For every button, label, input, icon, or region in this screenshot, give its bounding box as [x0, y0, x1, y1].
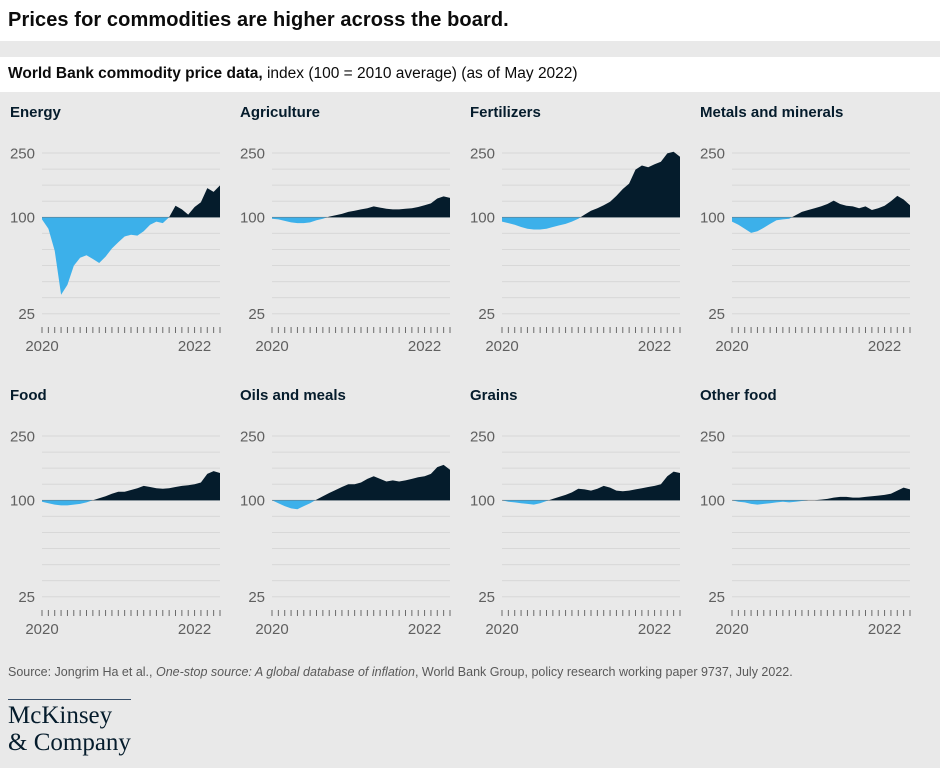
x-axis-label: 2020 [485, 338, 518, 355]
subtitle-bar: World Bank commodity price data, index (… [0, 57, 940, 92]
chart-panel: Grains 25 100 250 2020 2022 [468, 387, 686, 650]
chart-panel: Fertilizers 25 100 250 2020 2022 [468, 104, 686, 367]
chart-title: Oils and meals [240, 387, 346, 404]
y-axis-label: 25 [248, 589, 265, 606]
subtitle-bold: World Bank commodity price data, [8, 65, 263, 82]
charts-grid: Energy 25 100 250 2020 2022 Agriculture 25 100 25… [0, 92, 940, 650]
logo-line2: & Company [8, 728, 131, 756]
chart-title: Fertilizers [470, 104, 541, 121]
chart-panel: Energy 25 100 250 2020 2022 [8, 104, 226, 367]
y-axis-label: 25 [478, 589, 495, 606]
chart-panel: Food 25 100 250 2020 2022 [8, 387, 226, 650]
x-axis-label: 2022 [408, 338, 441, 355]
source-italic-title: One-stop source: A global database of in… [155, 665, 415, 679]
source-suffix: , World Bank Group, policy research work… [414, 665, 793, 679]
y-axis-label: 25 [248, 306, 265, 323]
x-axis-label: 2020 [485, 621, 518, 638]
area-chart-svg: 25 100 250 2020 2022 [700, 428, 911, 638]
x-axis-label: 2022 [638, 621, 671, 638]
chart-panel: Metals and minerals 25 100 250 2020 2022 [698, 104, 916, 367]
area-chart-svg: 25 100 250 2020 2022 [240, 145, 451, 355]
y-axis-label: 250 [10, 428, 35, 445]
y-axis-label: 100 [240, 492, 265, 509]
source-line: Source: Jongrim Ha et al., One-stop sour… [0, 650, 940, 679]
y-axis-label: 250 [240, 145, 265, 162]
y-axis-label: 25 [478, 306, 495, 323]
chart-title: Agriculture [240, 104, 321, 121]
y-axis-label: 250 [700, 145, 725, 162]
area-chart-svg: 25 100 250 2020 2022 [10, 428, 221, 638]
y-axis-label: 100 [700, 492, 725, 509]
chart-title: Energy [10, 104, 61, 121]
x-axis-label: 2022 [868, 338, 901, 355]
area-chart-svg: 25 100 250 2020 2022 [470, 428, 681, 638]
y-axis-label: 100 [470, 492, 495, 509]
x-axis-label: 2022 [638, 338, 671, 355]
chart-panel: Agriculture 25 100 250 2020 2022 [238, 104, 456, 367]
y-axis-label: 25 [18, 589, 35, 606]
y-axis-label: 25 [708, 589, 725, 606]
x-axis-label: 2020 [25, 621, 58, 638]
x-axis-label: 2022 [178, 338, 211, 355]
y-axis-label: 100 [240, 209, 265, 226]
chart-title: Metals and minerals [700, 104, 844, 121]
title-bar: Prices for commodities are higher across… [0, 0, 940, 41]
y-axis-label: 250 [470, 428, 495, 445]
y-axis-label: 250 [10, 145, 35, 162]
x-axis-label: 2022 [178, 621, 211, 638]
y-axis-label: 100 [470, 209, 495, 226]
x-axis-label: 2022 [868, 621, 901, 638]
logo-line1: McKinsey [8, 702, 113, 729]
y-axis-label: 100 [10, 209, 35, 226]
chart-title: Food [10, 387, 47, 404]
source-prefix: Source: Jongrim Ha et al., [8, 665, 156, 679]
chart-title: Other food [700, 387, 777, 404]
y-axis-label: 250 [240, 428, 265, 445]
y-axis-label: 100 [10, 492, 35, 509]
y-axis-label: 250 [470, 145, 495, 162]
y-axis-label: 100 [700, 209, 725, 226]
mckinsey-logo: McKinsey & Company [8, 699, 131, 756]
y-axis-label: 25 [18, 306, 35, 323]
chart-title: Grains [470, 387, 518, 404]
area-chart-svg: 25 100 250 2020 2022 [10, 145, 221, 355]
area-chart-svg: 25 100 250 2020 2022 [240, 428, 451, 638]
x-axis-label: 2020 [255, 338, 288, 355]
x-axis-label: 2020 [255, 621, 288, 638]
bottom-strip [0, 768, 940, 775]
chart-panel: Oils and meals 25 100 250 2020 2022 [238, 387, 456, 650]
x-axis-label: 2020 [715, 338, 748, 355]
chart-panel: Other food 25 100 250 2020 2022 [698, 387, 916, 650]
x-axis-label: 2020 [715, 621, 748, 638]
area-chart-svg: 25 100 250 2020 2022 [470, 145, 681, 355]
area-chart-svg: 25 100 250 2020 2022 [700, 145, 911, 355]
subtitle-rest: index (100 = 2010 average) (as of May 20… [262, 65, 578, 82]
x-axis-label: 2022 [408, 621, 441, 638]
y-axis-label: 250 [700, 428, 725, 445]
y-axis-label: 25 [708, 306, 725, 323]
x-axis-label: 2020 [25, 338, 58, 355]
page-title: Prices for commodities are higher across… [8, 9, 509, 31]
